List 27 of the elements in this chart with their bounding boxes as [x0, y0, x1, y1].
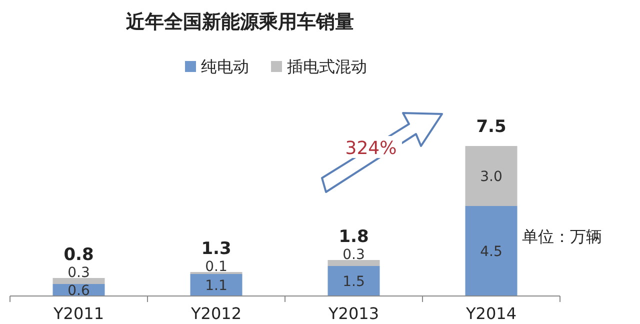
total-label: 7.5: [476, 117, 506, 137]
total-label: 1.8: [338, 227, 369, 247]
bar: [328, 260, 380, 266]
data-label: 0.3: [342, 247, 365, 263]
bar: [52, 278, 105, 284]
bar: [328, 266, 380, 296]
x-tick-label: Y2012: [190, 304, 242, 323]
x-tick-label: Y2013: [328, 304, 379, 323]
bar: [190, 274, 242, 296]
data-label: 3.0: [480, 169, 502, 185]
total-label: 0.8: [64, 245, 94, 265]
annotation: 324%: [345, 138, 397, 159]
data-label: 1.1: [205, 278, 228, 294]
data-label: 4.5: [480, 244, 502, 260]
legend-label: 纯电动: [201, 57, 249, 76]
data-label: 1.5: [342, 274, 365, 290]
data-label: 0.3: [68, 265, 90, 281]
data-label: 0.1: [205, 259, 228, 275]
total-label: 1.3: [201, 239, 232, 259]
chart-title: 近年全国新能源乘用车销量: [125, 11, 354, 33]
legend-label: 插电式混动: [287, 57, 367, 76]
data-label: 0.6: [68, 283, 90, 299]
bar: [465, 206, 518, 296]
x-tick-label: Y2011: [52, 304, 104, 323]
x-tick-label: Y2014: [465, 304, 516, 323]
annotation: 单位：万辆: [522, 227, 602, 246]
bar: [465, 146, 518, 206]
